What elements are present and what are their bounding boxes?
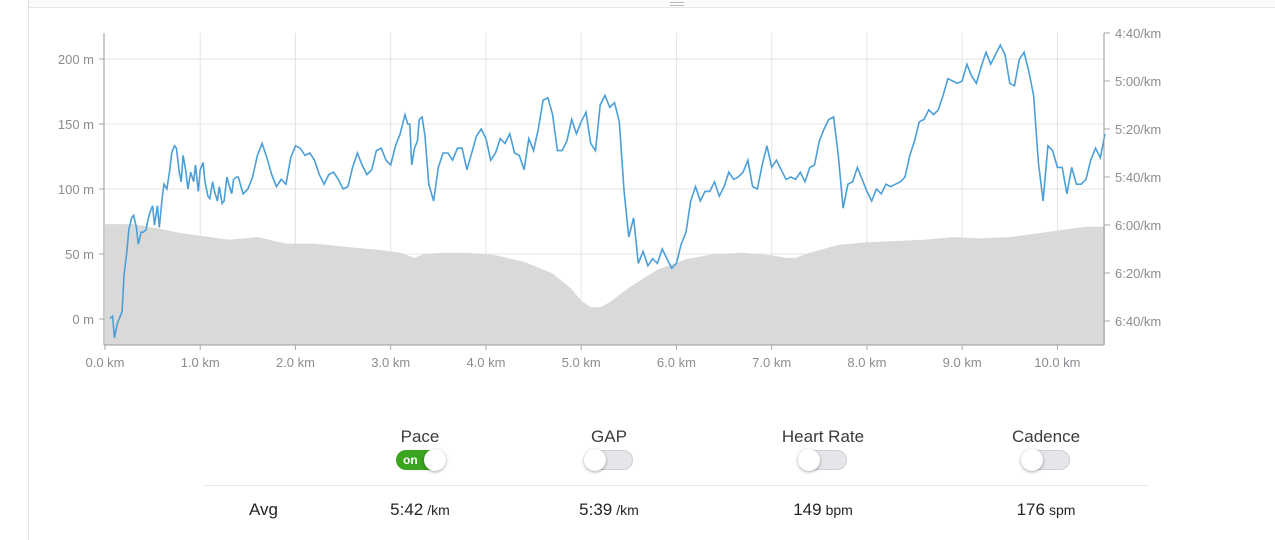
x-tick-label: 0.0 km — [85, 355, 124, 370]
avg-value: 176 — [1016, 500, 1045, 519]
heart-rate-toggle[interactable] — [798, 449, 847, 471]
avg-unit: /km — [616, 502, 639, 518]
y-right-tick-label: 5:40/km — [1115, 170, 1161, 185]
y-right-tick-label: 6:00/km — [1115, 218, 1161, 233]
x-tick-label: 2.0 km — [276, 355, 315, 370]
stream-label: Cadence — [1011, 427, 1081, 446]
avg-unit: bpm — [825, 502, 853, 518]
y-left-tick-label: 0 m — [72, 312, 94, 327]
y-left-tick-label: 150 m — [58, 117, 94, 132]
avg-value: 5:39 — [579, 500, 613, 519]
toggle-knob — [1021, 449, 1043, 471]
x-tick-label: 10.0 km — [1034, 355, 1080, 370]
x-tick-label: 4.0 km — [466, 355, 505, 370]
x-tick-label: 3.0 km — [371, 355, 410, 370]
x-tick-label: 1.0 km — [181, 355, 220, 370]
avg-cadence: 176 spm — [966, 500, 1126, 520]
stream-pace: Pace on — [340, 426, 500, 475]
elevation-area — [105, 224, 1106, 345]
stream-label: Pace — [400, 427, 440, 446]
y-left-tick-label: 100 m — [58, 182, 94, 197]
stream-cadence: Cadence — [966, 426, 1126, 475]
x-tick-label: 7.0 km — [752, 355, 791, 370]
y-right-tick-label: 5:20/km — [1115, 122, 1161, 137]
stream-heart-rate: Heart Rate — [743, 426, 903, 475]
panel-left-border — [28, 0, 29, 540]
panel-top-strip — [29, 0, 1275, 8]
x-tick-label: 8.0 km — [847, 355, 886, 370]
avg-label: Avg — [249, 500, 278, 519]
avg-heart-rate: 149 bpm — [743, 500, 903, 520]
y-right-tick-label: 4:40/km — [1115, 26, 1161, 41]
x-tick-label: 5.0 km — [562, 355, 601, 370]
y-left-tick-label: 200 m — [58, 52, 94, 67]
pace-line — [109, 43, 1106, 338]
stream-gap: GAP — [529, 426, 689, 475]
resize-handle-icon[interactable] — [670, 0, 684, 6]
gap-toggle[interactable] — [584, 449, 633, 471]
avg-unit: /km — [427, 502, 450, 518]
stream-label: GAP — [591, 427, 627, 446]
x-tick-label: 9.0 km — [943, 355, 982, 370]
avg-unit: spm — [1048, 502, 1076, 518]
y-right-tick-label: 6:20/km — [1115, 266, 1161, 281]
avg-gap: 5:39/km — [529, 500, 689, 520]
toggle-knob — [798, 449, 820, 471]
pace-toggle[interactable]: on — [396, 449, 446, 471]
avg-pace: 5:42/km — [340, 500, 500, 520]
y-left-tick-label: 50 m — [65, 247, 94, 262]
avg-value: 149 — [793, 500, 822, 519]
cadence-toggle[interactable] — [1021, 449, 1070, 471]
avg-divider — [203, 485, 1149, 486]
x-tick-label: 6.0 km — [657, 355, 696, 370]
y-right-tick-label: 5:00/km — [1115, 74, 1161, 89]
toggle-knob — [584, 449, 606, 471]
elevation-pace-chart[interactable]: 0.0 km 1.0 km 2.0 km 3.0 km 4.0 km 5.0 km 6.0 … — [0, 0, 1275, 400]
stream-label: Heart Rate — [781, 427, 865, 446]
y-right-tick-label: 6:40/km — [1115, 314, 1161, 329]
avg-value: 5:42 — [390, 500, 424, 519]
toggle-state: on — [403, 453, 418, 467]
toggle-knob — [424, 449, 446, 471]
